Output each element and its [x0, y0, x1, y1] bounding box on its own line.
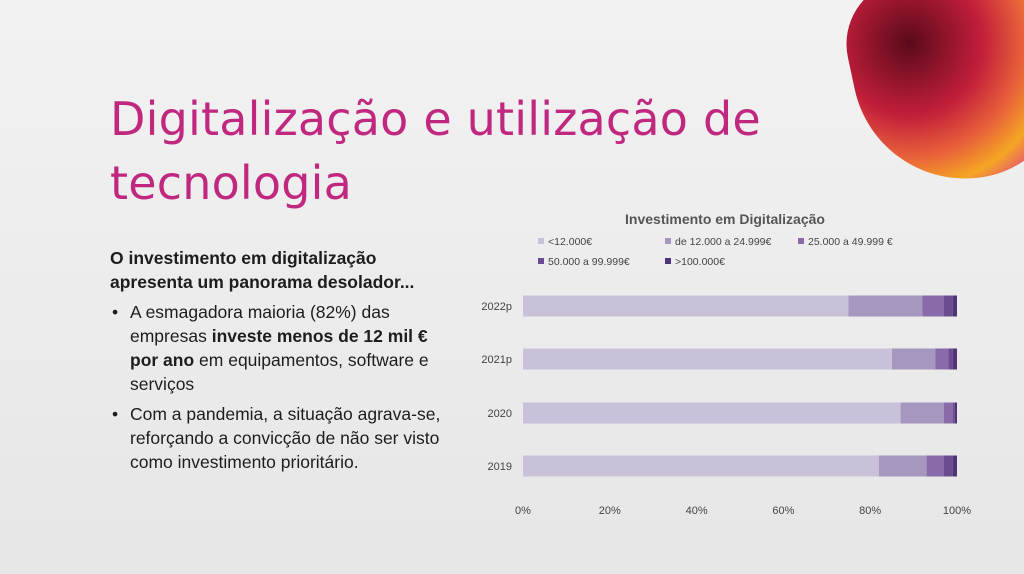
bullet-list: A esmagadora maioria (82%) das empresas … — [110, 300, 450, 474]
x-tick-label-0: 0% — [515, 505, 531, 517]
bar-segment-2-0 — [523, 402, 901, 424]
chart-title: Investimento em Digitalização — [625, 211, 825, 227]
slide-title-line-2: tecnologia — [110, 155, 353, 210]
legend-swatch-1 — [665, 238, 671, 244]
bar-segment-1-1 — [891, 348, 936, 370]
legend-label-2: 25.000 a 49.999 € — [808, 236, 893, 248]
category-label-2: 2020 — [488, 408, 512, 420]
x-tick-label-2: 40% — [686, 505, 708, 517]
x-tick-label-4: 80% — [859, 505, 881, 517]
x-tick-label-5: 100% — [943, 505, 971, 517]
bullet-item-1: A esmagadora maioria (82%) das empresas … — [110, 300, 450, 396]
bar-segment-0-0 — [523, 295, 849, 317]
bar-segment-0-1 — [848, 295, 923, 317]
category-label-0: 2022p — [481, 301, 512, 313]
bar-segment-1-0 — [523, 348, 892, 370]
bar-segment-0-3 — [943, 295, 953, 317]
category-label-1: 2021p — [481, 354, 512, 366]
slide-title-line-1: Digitalização e utilização de — [110, 91, 761, 146]
bar-segment-3-1 — [878, 455, 927, 477]
body-text: O investimento em digitalização apresent… — [110, 246, 450, 480]
legend-swatch-4 — [665, 258, 671, 264]
slide-title: Digitalização e utilização de tecnologia — [110, 87, 830, 215]
bar-segment-2-3 — [952, 402, 955, 424]
bullet-1-bold: investe menos de 12 mil € por ano — [130, 326, 428, 370]
decorative-gradient-shape — [834, 0, 1024, 200]
bar-segment-2-4 — [954, 402, 957, 424]
bar-segment-3-0 — [523, 455, 879, 477]
bar-segment-1-2 — [935, 348, 949, 370]
bar-segment-3-4 — [952, 455, 957, 477]
lead-paragraph: O investimento em digitalização apresent… — [110, 248, 415, 292]
bar-segment-0-4 — [952, 295, 957, 317]
investment-chart: Investimento em Digitalização <12.000€ de … — [470, 200, 1000, 530]
bar-segment-1-3 — [948, 348, 953, 370]
category-label-3: 2019 — [488, 461, 512, 473]
legend-label-4: >100.000€ — [675, 256, 725, 268]
legend-label-0: <12.000€ — [548, 236, 592, 248]
chart-svg: Investimento em Digitalização <12.000€ de … — [481, 211, 971, 517]
bar-segment-1-4 — [952, 348, 957, 370]
bar-segment-3-3 — [943, 455, 953, 477]
bullet-1-post: em equipamentos, software e serviços — [130, 350, 429, 394]
bar-segment-2-1 — [900, 402, 944, 424]
bullet-item-2: Com a pandemia, a situação agrava-se, re… — [110, 402, 450, 474]
legend-swatch-3 — [538, 258, 544, 264]
legend-swatch-2 — [798, 238, 804, 244]
x-tick-label-1: 20% — [599, 505, 621, 517]
bullet-1-pre: A esmagadora maioria (82%) das empresas — [130, 302, 390, 346]
legend-swatch-0 — [538, 238, 544, 244]
bar-segment-0-2 — [922, 295, 944, 317]
bar-segment-2-2 — [943, 402, 953, 424]
x-tick-label-3: 60% — [772, 505, 794, 517]
bar-segment-3-2 — [926, 455, 944, 477]
legend-label-1: de 12.000 a 24.999€ — [675, 236, 772, 248]
legend-label-3: 50.000 a 99.999€ — [548, 256, 630, 268]
